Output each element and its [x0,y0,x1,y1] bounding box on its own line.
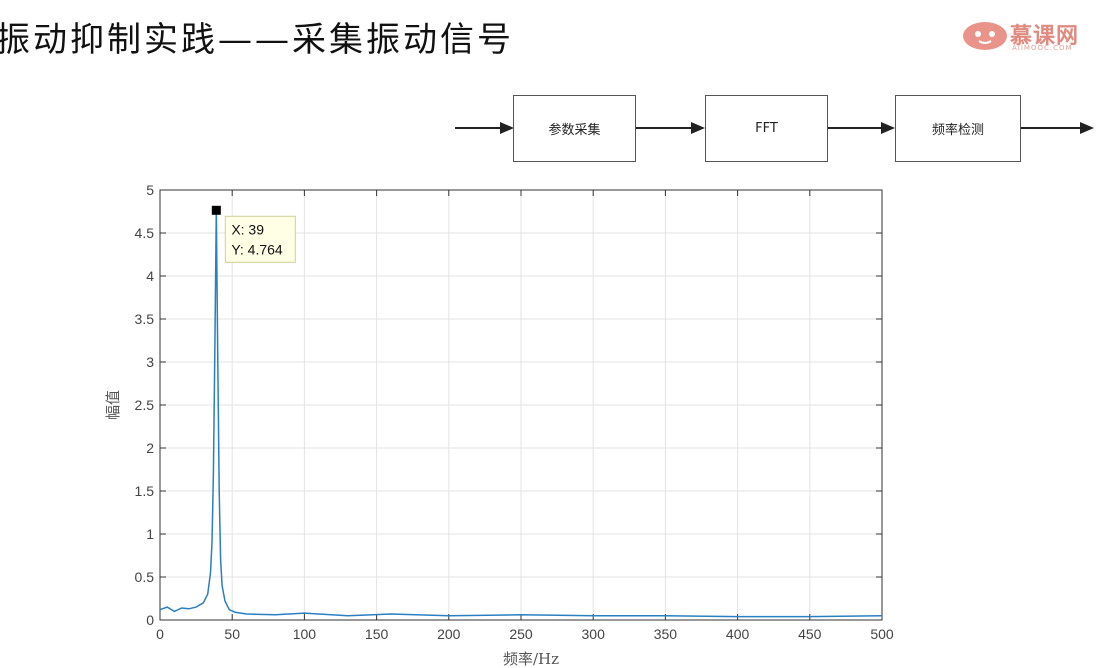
x-tick-label: 500 [870,626,894,642]
flow-diagram-arrows [455,122,1094,134]
y-tick-label: 2 [146,440,154,456]
flow-box-freq-detect: 频率检测 [895,95,1021,162]
x-tick-label: 0 [156,626,164,642]
y-tick-label: 4 [146,268,154,284]
logo-subtext: AIIMOOC.COM [1012,44,1073,52]
x-tick-label: 450 [798,626,822,642]
logo: 慕课网 AIIMOOC.COM [962,18,1092,54]
y-tick-label: 5 [146,182,154,198]
plot-frame [159,189,883,621]
x-tick-label: 50 [224,626,240,642]
y-tick-label: 0.5 [135,569,155,585]
x-tick-label: 300 [582,626,606,642]
datatip-box: X: 39 Y: 4.764 [224,215,296,263]
logo-text: 慕课网 [1010,24,1080,49]
x-tick-label: 400 [726,626,750,642]
logo-cloud-icon [963,22,1007,50]
x-axis-label: 频率/Hz [503,650,559,668]
x-tick-label: 350 [654,626,678,642]
x-tick-label: 150 [365,626,389,642]
x-tick-label: 200 [437,626,461,642]
datatip-background [224,215,296,263]
x-tick-label: 250 [509,626,533,642]
series-line [159,210,883,618]
flow-box-param-collect: 参数采集 [513,95,636,162]
tick-layer: 0 50 100 150 200 250 300 350 400 450 500 0 0.5 1 1.5 2 2… [135,182,894,642]
y-tick-label: 3.5 [135,311,155,327]
y-tick-label: 1 [146,526,154,542]
x-tick-label: 100 [293,626,317,642]
y-axis-label: 幅值 [104,390,122,420]
y-tick-label: 4.5 [135,225,155,241]
y-tick-label: 2.5 [135,397,155,413]
y-tick-label: 0 [146,612,154,628]
y-tick-label: 3 [146,354,154,370]
datatip-x-label: X: 39 [231,221,264,237]
y-tick-label: 1.5 [135,483,155,499]
flow-box-fft: FFT [705,95,828,162]
slide-title: 振动抑制实践——采集振动信号 [0,20,514,60]
datatip-y-label: Y: 4.764 [231,241,283,257]
datatip-marker [211,205,221,215]
